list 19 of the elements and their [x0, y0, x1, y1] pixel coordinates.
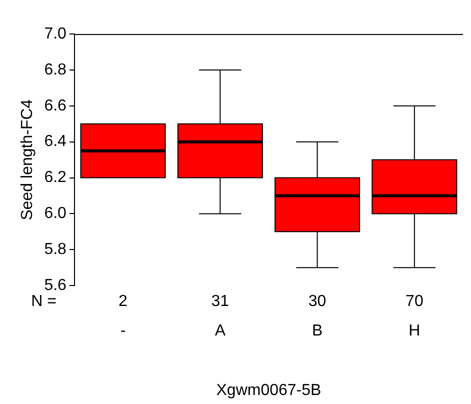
text: 2 — [118, 293, 128, 310]
y-tick-label: 5.8 — [44, 241, 67, 258]
text: 70 — [406, 293, 424, 310]
y-tick-label: 6.6 — [44, 97, 67, 114]
x-tick-label: B — [312, 322, 323, 340]
x-axis-title: Xgwm0067-5B — [216, 382, 322, 399]
text: N = — [31, 293, 56, 310]
y-tick-label: 6.4 — [44, 133, 67, 150]
y-tick-label: 7.0 — [44, 25, 67, 42]
x-tick-label: - — [120, 322, 126, 340]
y-tick-label: 6.0 — [44, 205, 67, 222]
y-tick-label: 6.8 — [44, 61, 67, 78]
y-tick-label: 6.2 — [44, 169, 67, 186]
text: 30 — [308, 293, 326, 310]
x-tick-label: A — [214, 322, 226, 340]
y-axis-title: Seed length-FC4 — [19, 99, 36, 220]
text: 31 — [211, 293, 230, 310]
x-tick-label: H — [408, 322, 420, 340]
y-tick-label: 5.6 — [44, 277, 67, 294]
